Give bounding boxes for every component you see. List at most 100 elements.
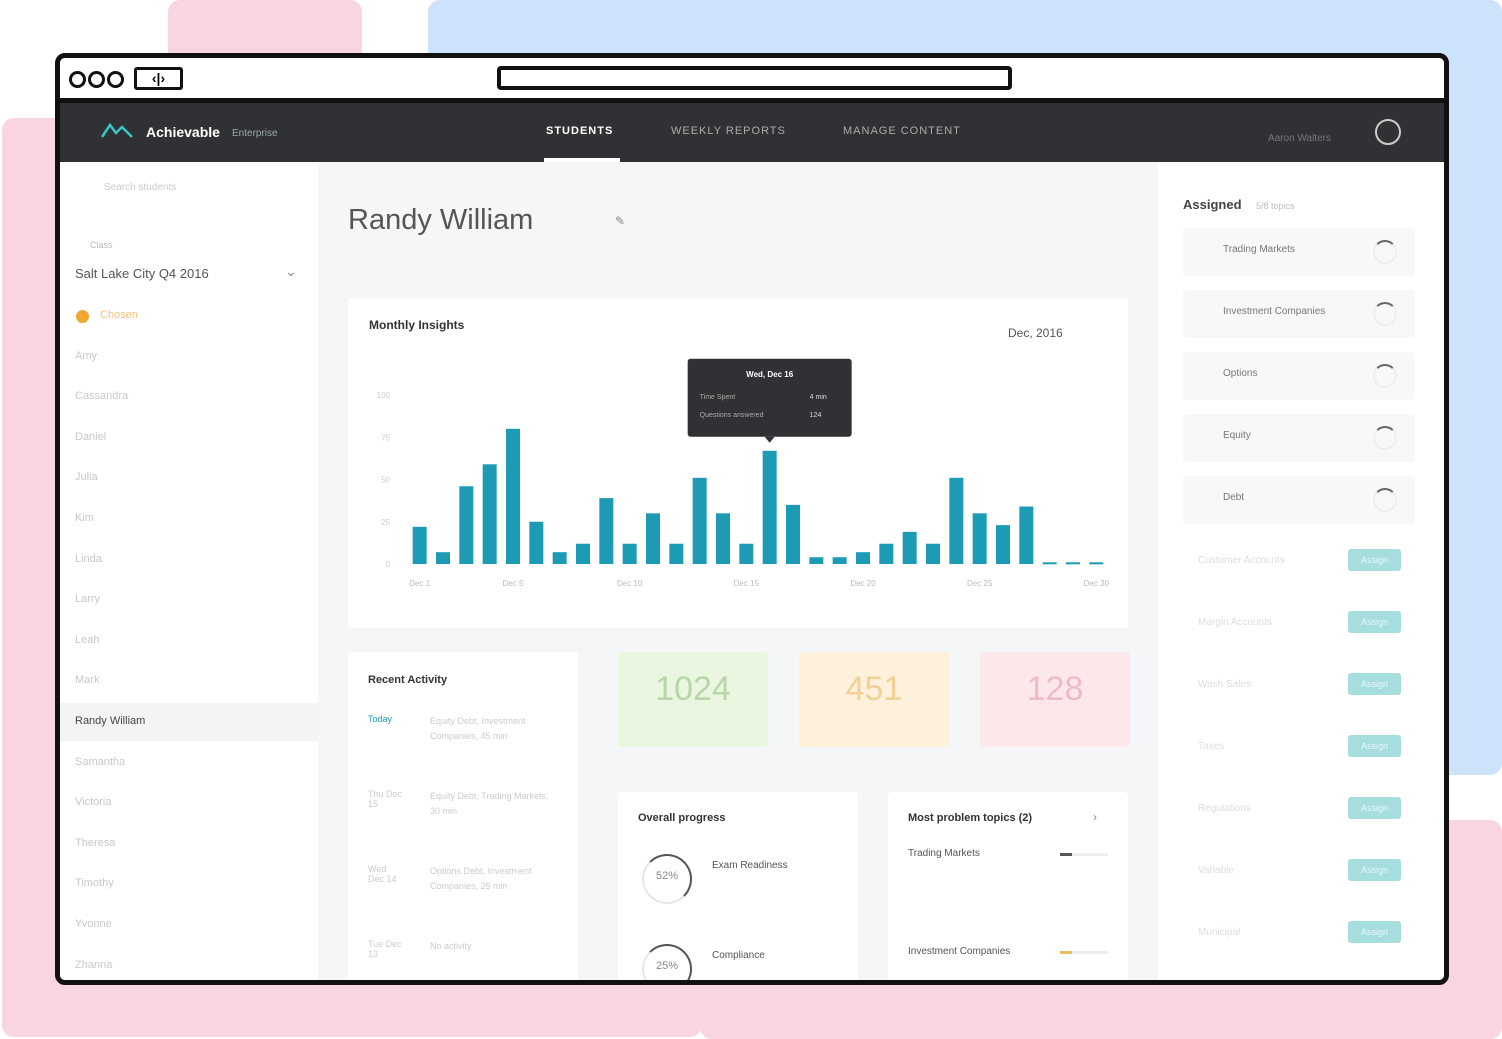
assign-button[interactable]: Assign [1348,797,1401,819]
edit-icon[interactable]: ✎ [615,214,626,228]
logo [100,122,133,138]
url-bar[interactable] [497,66,1012,90]
topic-name: Regulations [1198,803,1251,814]
window-dot[interactable] [69,71,86,88]
progress-name: Exam Readiness [712,860,788,871]
bar [1042,562,1057,565]
assign-button[interactable]: Assign [1348,921,1401,943]
student-item[interactable]: Mark [75,674,100,687]
student-item[interactable]: Amy [75,349,97,362]
student-item[interactable]: Larry [75,593,101,606]
student-item[interactable]: Randy William [75,715,146,727]
y-tick-label: 75 [381,433,390,442]
student-item[interactable]: Julia [75,471,98,484]
bar [739,543,754,564]
stat-card [980,652,1130,747]
bar [436,552,450,564]
bar [552,552,567,564]
x-tick-label: Dec 25 [967,579,993,588]
y-tick-label: 100 [377,391,391,400]
student-item[interactable]: Leah [75,633,100,646]
window-dot[interactable] [107,71,124,88]
assign-button[interactable]: Assign [1348,735,1401,757]
student-item[interactable]: Cassandra [75,390,129,403]
assign-button[interactable]: Assign [1348,549,1401,571]
x-tick-label: Dec 20 [850,579,876,588]
group-select[interactable]: Salt Lake City Q4 2016 [75,266,209,281]
progress-ring [642,944,692,980]
group-label: Class [90,240,113,250]
topic-name: Taxes [1198,741,1225,752]
stat-value: 1024 [655,670,731,708]
activity-text: Equity Debt, Trading Markets, 30 min [430,791,549,816]
student-item[interactable]: Samantha [75,755,126,768]
topic-name: Options [1223,368,1258,379]
more-arrow[interactable]: › [1093,810,1097,824]
assign-button[interactable]: Assign [1348,673,1401,695]
student-item[interactable]: Kim [75,512,94,524]
selected-row [60,703,318,741]
search-input[interactable]: Search students [104,182,177,193]
assigned-panel: Assigned 5/8 topics Trading Markets Inves… [1158,162,1444,980]
nav-buttons[interactable]: ‹|› [134,67,183,90]
user-menu[interactable] [1375,119,1401,145]
window-dot[interactable] [88,71,105,88]
student-item[interactable]: Theresa [75,836,116,849]
problems-title: Most problem topics (2) [908,812,1033,824]
y-tick-label: 0 [386,560,391,569]
student-item[interactable]: Yvonne [75,918,112,930]
student-item[interactable]: Daniel [75,430,107,443]
activity-date: Today [368,714,393,724]
tooltip-value: 124 [810,412,822,419]
progress-title: Overall progress [638,812,726,824]
student-item[interactable]: Chosen [100,309,138,321]
dropdown-arrow[interactable]: ⌄ [285,263,297,279]
student-item[interactable]: Zhanna [75,958,113,971]
nav-tab[interactable]: WEEKLY REPORTS [671,125,786,137]
bar [949,477,964,564]
bar [1019,506,1034,564]
y-tick-label: 25 [381,518,390,527]
topic-ring [1373,488,1397,512]
bar [622,543,637,564]
stat-card [618,652,768,747]
progress-name: Compliance [712,950,765,961]
progress-ring [642,854,692,904]
student-item[interactable]: Timothy [75,877,114,890]
activity-text: Equity Debt, Investment Companies, 45 mi… [430,716,526,741]
student-item[interactable]: Victoria [75,796,112,809]
user-name[interactable]: Aaron Walters [1268,133,1331,144]
bar [832,557,847,564]
tooltip-title: Wed, Dec 16 [746,370,794,379]
topic-ring [1373,426,1397,450]
activity-text: No activity [430,941,472,951]
bar [879,543,894,564]
bar [529,521,544,564]
problem-bar-fill [1060,853,1072,856]
bar [786,504,800,564]
browser-window: ‹|› Achievable Enterprise STUDENTS WEEKL… [55,53,1449,985]
topic-name: Customer Accounts [1198,555,1285,566]
bar [412,526,427,564]
problem-topic: Trading Markets [908,848,980,859]
tooltip-label: Questions answered [700,412,764,419]
activity-date: Tue Dec 13 [368,939,402,959]
student-item[interactable]: Linda [75,552,102,565]
bar [459,486,474,564]
topic-name: Equity [1223,430,1251,441]
student-name: Randy William [348,204,534,236]
problem-bar [1060,951,1108,954]
assign-button[interactable]: Assign [1348,611,1401,633]
x-tick-label: Dec 15 [734,579,760,588]
tooltip-value: 4 min [810,394,827,401]
problems-card: Most problem topics (2) › Trading Market… [888,792,1128,980]
stat-card [799,652,949,747]
bar [902,531,917,564]
main: Randy William ✎ Monthly Insights Dec, 20… [318,162,1158,980]
assign-button[interactable]: Assign [1348,859,1401,881]
bar [856,552,870,564]
chart-title: Monthly Insights [369,318,465,332]
nav-tab[interactable]: MANAGE CONTENT [843,125,961,137]
nav-tab[interactable]: STUDENTS [546,125,614,137]
